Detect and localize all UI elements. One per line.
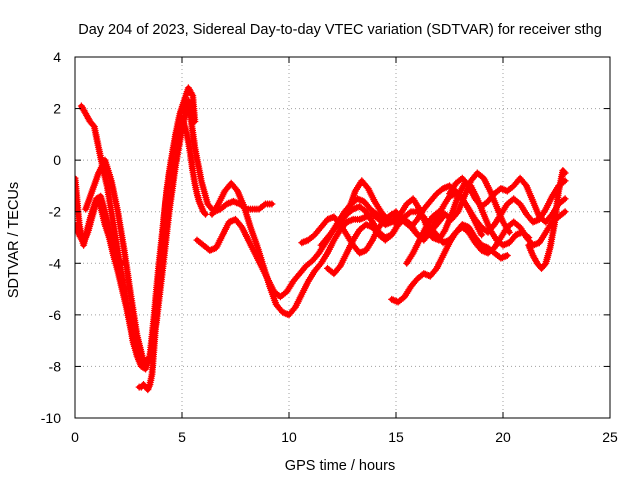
series-markers bbox=[388, 221, 511, 306]
y-tick-label: 0 bbox=[53, 152, 61, 168]
series-markers bbox=[135, 115, 209, 394]
series-arc-15 bbox=[525, 167, 569, 272]
x-tick-label: 25 bbox=[602, 429, 618, 445]
y-tick-label: -4 bbox=[49, 255, 62, 271]
series-markers bbox=[525, 167, 569, 272]
x-tick-label: 0 bbox=[71, 429, 79, 445]
y-tick-label: 2 bbox=[53, 101, 61, 117]
tick-labels: 0 5 10 15 20 25 -10 -8 -6 -4 -2 0 2 4 bbox=[41, 49, 618, 445]
x-tick-label: 15 bbox=[388, 429, 404, 445]
series-markers bbox=[403, 169, 513, 267]
x-tick-label: 5 bbox=[178, 429, 186, 445]
y-tick-label: -8 bbox=[49, 358, 62, 374]
series-arc-12 bbox=[388, 221, 511, 306]
y-tick-label: -6 bbox=[49, 307, 62, 323]
x-tick-label: 10 bbox=[281, 429, 297, 445]
y-tick-label: 4 bbox=[53, 49, 61, 65]
series-markers bbox=[345, 177, 533, 249]
y-tick-label: -10 bbox=[41, 410, 61, 426]
x-tick-label: 20 bbox=[495, 429, 511, 445]
y-axis-title: SDTVAR / TECUs bbox=[6, 182, 22, 298]
series-arc-11 bbox=[345, 177, 533, 249]
x-axis-title: GPS time / hours bbox=[285, 458, 395, 474]
y-tick-label: -2 bbox=[49, 204, 62, 220]
axis-ticks bbox=[74, 56, 611, 419]
plot-frame bbox=[74, 56, 611, 419]
chart-title: Day 204 of 2023, Sidereal Day-to-day VTE… bbox=[78, 22, 602, 38]
series-arc-5 bbox=[135, 115, 209, 394]
series-layer bbox=[75, 84, 569, 394]
